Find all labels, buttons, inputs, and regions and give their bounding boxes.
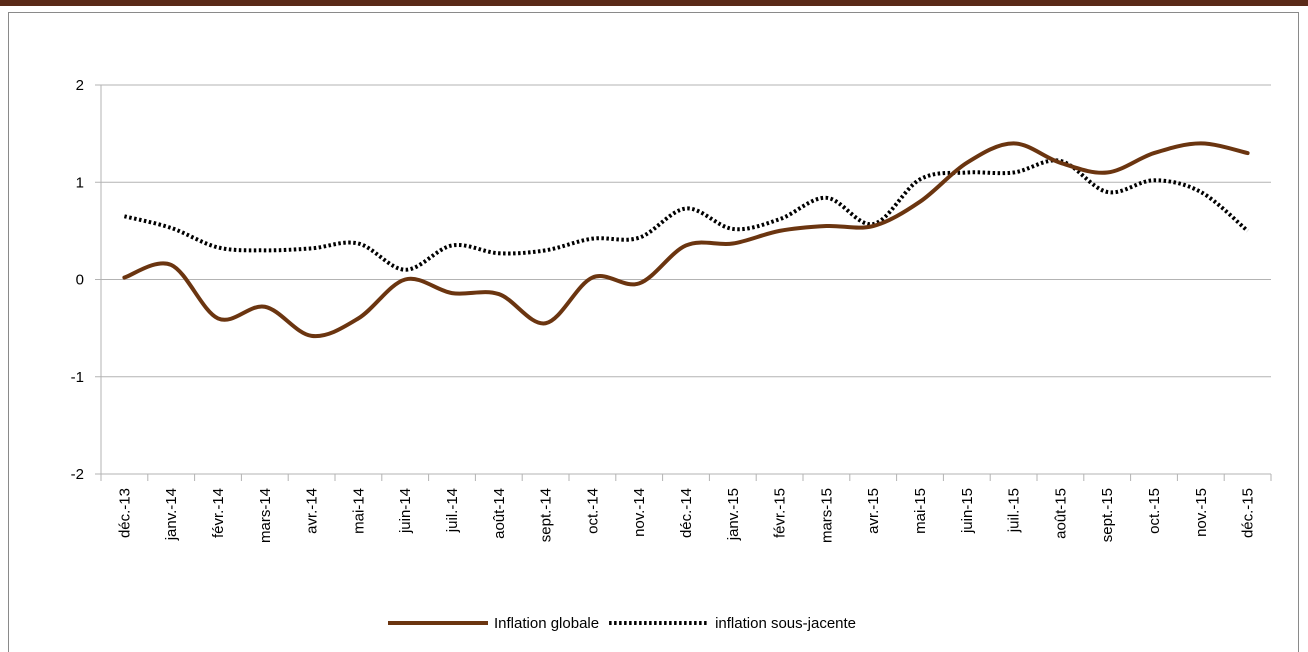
x-tick-label: mai-14: [350, 488, 367, 534]
series-line: [123, 158, 1249, 272]
y-tick-label: 2: [76, 77, 84, 94]
x-tick-label: oct.-14: [584, 488, 601, 534]
series-lines: [122, 141, 1250, 339]
x-tick-label: juil.-15: [1006, 488, 1023, 533]
x-tick-label: nov.-14: [631, 488, 648, 537]
x-tick-label: juil.-14: [444, 488, 461, 533]
x-tick-label: janv.-14: [163, 488, 180, 541]
x-tick-label: déc.-13: [116, 488, 133, 538]
x-tick-label: déc.-15: [1240, 488, 1257, 538]
x-tick-label: mars-15: [818, 488, 835, 543]
x-tick-label: avr.-15: [865, 488, 882, 534]
top-border: [0, 0, 1308, 6]
x-tick-label: mai-15: [912, 488, 929, 534]
axes: [95, 84, 1272, 481]
x-tick-label: avr.-14: [304, 488, 321, 534]
x-tick-label: déc.-14: [678, 488, 695, 538]
x-tick-label: sept.-15: [1099, 488, 1116, 542]
x-tick-label: août-15: [1052, 488, 1069, 539]
x-tick-label: mars-14: [257, 488, 274, 543]
gridlines: [101, 84, 1271, 475]
x-tick-label: nov.-15: [1193, 488, 1210, 537]
series-line: [122, 141, 1250, 339]
x-tick-label: févr.-14: [210, 488, 227, 538]
x-tick-label: juin-14: [397, 488, 414, 534]
legend: Inflation globale inflation sous-jacente: [388, 615, 856, 632]
x-tick-labels: déc.-13 janv.-14 févr.-14 mars-14 avr.-14 mai…: [116, 488, 1256, 543]
y-tick-label: -2: [71, 466, 84, 483]
legend-label: Inflation globale: [494, 615, 599, 632]
chart-frame: [8, 12, 1299, 652]
y-tick-label: 0: [76, 272, 84, 289]
y-tick-label: 1: [76, 174, 84, 191]
y-tick-label: -1: [71, 369, 84, 386]
x-tick-label: juin-15: [959, 488, 976, 534]
x-tick-label: janv.-15: [725, 488, 742, 541]
x-tick-label: sept.-14: [538, 488, 555, 542]
x-tick-label: oct.-15: [1146, 488, 1163, 534]
legend-label: inflation sous-jacente: [715, 615, 856, 632]
x-tick-label: août-14: [491, 488, 508, 539]
y-tick-labels: 2 1 0 -1 -2: [71, 77, 84, 483]
x-tick-label: févr.-15: [772, 488, 789, 538]
